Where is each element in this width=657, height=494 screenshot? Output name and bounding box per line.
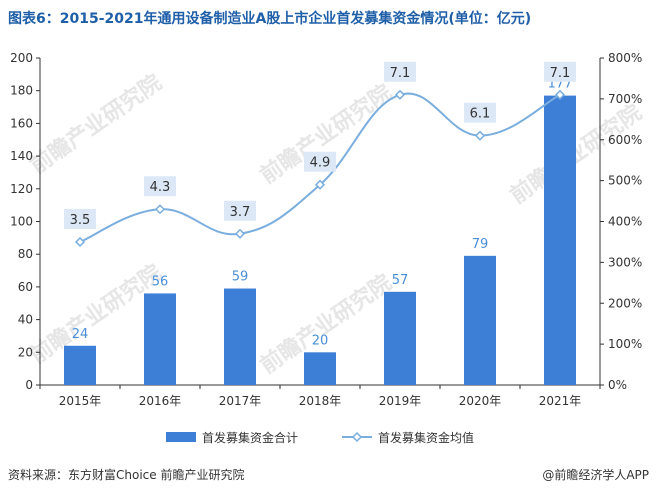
- x-tick-label: 2019年: [379, 394, 422, 408]
- bar-value-label: 57: [392, 273, 409, 288]
- x-tick-label: 2020年: [459, 394, 502, 408]
- line-point: [154, 204, 166, 215]
- chart-title: 图表6：2015-2021年通用设备制造业A股上市企业首发募集资金情况(单位：亿…: [8, 11, 532, 27]
- line-value-label: 3.7: [230, 205, 251, 220]
- x-tick-label: 2018年: [299, 394, 342, 408]
- x-tick-label: 2021年: [539, 394, 582, 408]
- bar-value-label: 79: [472, 237, 489, 252]
- bar: [464, 255, 496, 385]
- line-point: [314, 179, 326, 190]
- line-value-box: [64, 208, 96, 229]
- legend-line-label: 首发募集资金均值: [378, 430, 474, 445]
- y-right-tick-label: 400%: [608, 215, 642, 229]
- bar-value-label: 56: [152, 274, 169, 289]
- bar-value-label: 59: [232, 270, 249, 285]
- line-point: [74, 236, 86, 247]
- y-left-tick-label: 140: [10, 149, 33, 163]
- y-right-tick-label: 100%: [608, 337, 642, 351]
- line-point: [474, 130, 486, 141]
- line-value-box: [144, 176, 176, 197]
- bar: [304, 352, 336, 385]
- x-tick-label: 2015年: [59, 394, 102, 408]
- y-left-tick-label: 100: [10, 215, 33, 229]
- bar: [544, 95, 576, 385]
- line-value-label: 3.5: [70, 213, 91, 228]
- bar: [384, 291, 416, 385]
- y-left-tick-label: 80: [18, 247, 33, 261]
- y-right-tick-label: 700%: [608, 92, 642, 106]
- x-tick-label: 2017年: [219, 394, 262, 408]
- y-left-tick-label: 160: [10, 116, 33, 130]
- bar: [64, 345, 96, 385]
- line-value-label: 7.1: [550, 66, 571, 81]
- y-right-tick-label: 500%: [608, 174, 642, 188]
- y-left-tick-label: 20: [18, 345, 33, 359]
- bar-value-label: 24: [72, 327, 89, 342]
- y-left-tick-label: 0: [25, 378, 33, 392]
- watermark-text: 前瞻产业研究院: [255, 79, 396, 189]
- y-left-tick-label: 200: [10, 51, 33, 65]
- bar: [224, 288, 256, 385]
- legend-bar-label: 首发募集资金合计: [202, 430, 298, 445]
- line-value-label: 6.1: [470, 107, 491, 122]
- brand-text: @前瞻经济学人APP: [542, 468, 649, 482]
- y-right-tick-label: 300%: [608, 255, 642, 269]
- bar-value-label: 20: [312, 333, 329, 348]
- legend-line-marker: [351, 431, 363, 443]
- brand-note: @前瞻经济学人APP: [542, 466, 649, 483]
- y-right-tick-label: 800%: [608, 51, 642, 65]
- line-value-label: 4.3: [150, 180, 171, 195]
- y-left-tick-label: 180: [10, 84, 33, 98]
- source-note: 资料来源：东方财富Choice 前瞻产业研究院: [8, 468, 245, 482]
- legend-bar-swatch: [166, 432, 196, 442]
- y-right-tick-label: 600%: [608, 133, 642, 147]
- line-value-box: [384, 61, 416, 82]
- line-value-box: [224, 200, 256, 221]
- line-point: [394, 89, 406, 100]
- line-value-box: [544, 61, 576, 82]
- line-point: [554, 89, 566, 100]
- bar: [144, 293, 176, 385]
- watermark-text: 前瞻产业研究院: [25, 69, 166, 179]
- y-left-tick-label: 120: [10, 182, 33, 196]
- y-right-tick-label: 0%: [608, 378, 627, 392]
- x-tick-label: 2016年: [139, 394, 182, 408]
- y-left-tick-label: 60: [18, 280, 33, 294]
- line-point: [234, 228, 246, 239]
- line-value-label: 4.9: [310, 156, 331, 171]
- line-value-label: 7.1: [390, 66, 411, 81]
- line-value-box: [304, 151, 336, 172]
- line-value-box: [464, 102, 496, 123]
- y-left-tick-label: 40: [18, 313, 33, 327]
- y-right-tick-label: 200%: [608, 296, 642, 310]
